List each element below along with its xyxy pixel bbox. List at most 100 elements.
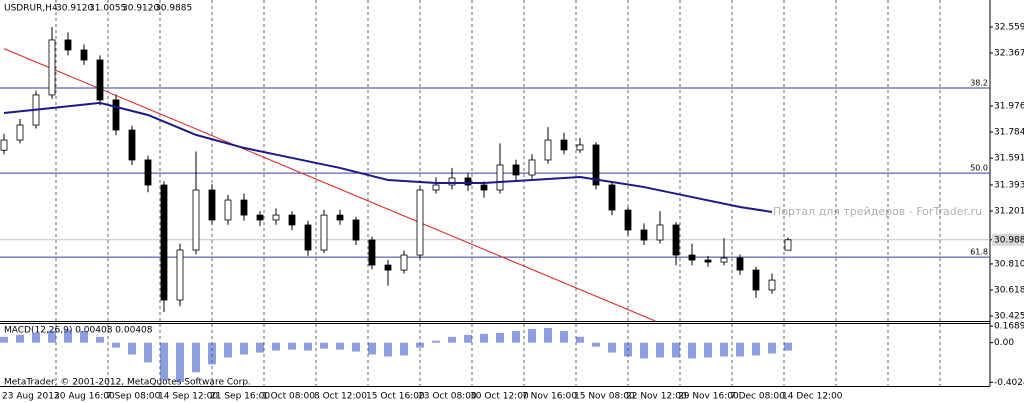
macd-bar — [0, 336, 8, 343]
copyright: MetaTrader, © 2001-2012, MetaQuotes Soft… — [4, 378, 251, 388]
macd-bar — [224, 342, 232, 358]
x-tick-label: 7 Dec 08:00 — [730, 392, 785, 402]
y-tick-label: 31.7840 — [994, 128, 1024, 138]
x-tick-label: 7 Sep 08:00 — [106, 392, 161, 402]
macd-bar — [448, 336, 456, 343]
macd-bar — [80, 330, 88, 343]
trendline — [3, 48, 656, 321]
y-tick-label: 32.5595 — [994, 23, 1024, 33]
macd-bar — [464, 334, 472, 343]
macd-bar — [160, 342, 168, 381]
candle-body — [240, 199, 248, 216]
candle-body — [176, 249, 184, 301]
candle-body — [320, 214, 328, 251]
y-tick-label: 31.5915 — [994, 154, 1024, 164]
macd-bar — [288, 342, 296, 350]
macd-bar — [144, 342, 152, 363]
candle-body — [16, 124, 24, 141]
candle-body — [432, 184, 440, 191]
macd-bar — [240, 342, 248, 355]
candle-body — [0, 139, 8, 151]
macd-bar — [704, 342, 712, 358]
macd-bar — [48, 330, 56, 343]
x-tick-label: 14 Dec 12:00 — [782, 392, 843, 402]
macd-bar — [384, 342, 392, 357]
macd-bar — [576, 336, 584, 343]
macd-bar — [112, 342, 120, 348]
macd-bar — [432, 340, 440, 343]
candle-body — [496, 164, 504, 191]
candle-body — [512, 164, 520, 176]
macd-title: MACD(12,26,9) 0.00408 0.00408 — [4, 326, 153, 336]
x-tick-label: 15 Oct 16:00 — [366, 392, 425, 402]
macd-bar — [544, 327, 552, 343]
candle-body — [672, 224, 680, 256]
candle-body — [304, 224, 312, 251]
plot-area — [0, 26, 990, 321]
y-tick-label: 31.2010 — [994, 207, 1024, 217]
candle-body — [64, 39, 72, 51]
candle-body — [144, 159, 152, 186]
y-tick-label: 32.3670 — [994, 49, 1024, 59]
candle-body — [528, 159, 536, 176]
fibo-label: 38.2 — [970, 79, 988, 88]
macd-bar — [688, 342, 696, 359]
last-open: 30.9120 — [56, 4, 93, 14]
macd-bar — [368, 342, 376, 355]
y-tick-label: 31.9765 — [994, 101, 1024, 111]
candle-body — [256, 214, 264, 221]
x-tick-label: 21 Sep 16:00 — [210, 392, 270, 402]
macd-bar — [656, 342, 664, 358]
macd-bar — [560, 330, 568, 343]
macd-bar — [96, 336, 104, 343]
macd-bar — [336, 342, 344, 350]
candle-body — [160, 184, 168, 301]
macd-bar — [192, 342, 200, 373]
macd-bar — [256, 342, 264, 353]
candle-body — [480, 184, 488, 191]
x-tick-label: 29 Nov 16:00 — [678, 392, 739, 402]
candle-body — [592, 144, 600, 186]
candle-body — [368, 239, 376, 266]
x-tick-label: 1 Oct 08:00 — [262, 392, 315, 402]
macd-bar — [32, 332, 40, 343]
macd-bar — [640, 342, 648, 359]
macd-bar — [176, 342, 184, 383]
macd-bar — [320, 342, 328, 349]
macd-bar — [304, 342, 312, 351]
macd-bar — [496, 332, 504, 343]
candle-body — [224, 199, 232, 221]
fibo-label: 50.0 — [970, 164, 988, 173]
y-tick-label: 30.6180 — [994, 285, 1024, 295]
candle-body — [336, 214, 344, 221]
macd-bar — [512, 330, 520, 343]
macd-bar — [624, 342, 632, 357]
macd-bar — [720, 342, 728, 357]
candle-body — [464, 177, 472, 186]
x-tick-label: 14 Sep 12:00 — [158, 392, 218, 402]
candle-body — [720, 257, 728, 263]
chart-title: USDRUR,H4 — [4, 4, 58, 14]
macd-bar — [272, 342, 280, 351]
candle-body — [544, 139, 552, 161]
candle-body — [448, 177, 456, 186]
watermark: Портал для трейдеров - ForTrader.ru — [773, 205, 982, 218]
candle-body — [576, 144, 584, 151]
macd-y-tick-label: 0.00 — [994, 338, 1014, 348]
x-tick-label: 7 Nov 16:00 — [522, 392, 577, 402]
candle-body — [112, 99, 120, 131]
macd-bar — [608, 342, 616, 353]
y-tick-label: 30.8105 — [994, 259, 1024, 269]
macd-bar — [736, 342, 744, 357]
y-tick-label: 30.9885 — [994, 235, 1024, 245]
y-tick-label: 30.4255 — [994, 312, 1024, 322]
x-tick-label: 22 Nov 12:00 — [626, 392, 687, 402]
macd-bar — [768, 342, 776, 354]
macd-bar — [208, 342, 216, 365]
x-tick-label: 30 Aug 16:00 — [54, 392, 115, 402]
macd-bar — [416, 342, 424, 348]
candle-body — [272, 214, 280, 221]
macd-bar — [528, 328, 536, 343]
